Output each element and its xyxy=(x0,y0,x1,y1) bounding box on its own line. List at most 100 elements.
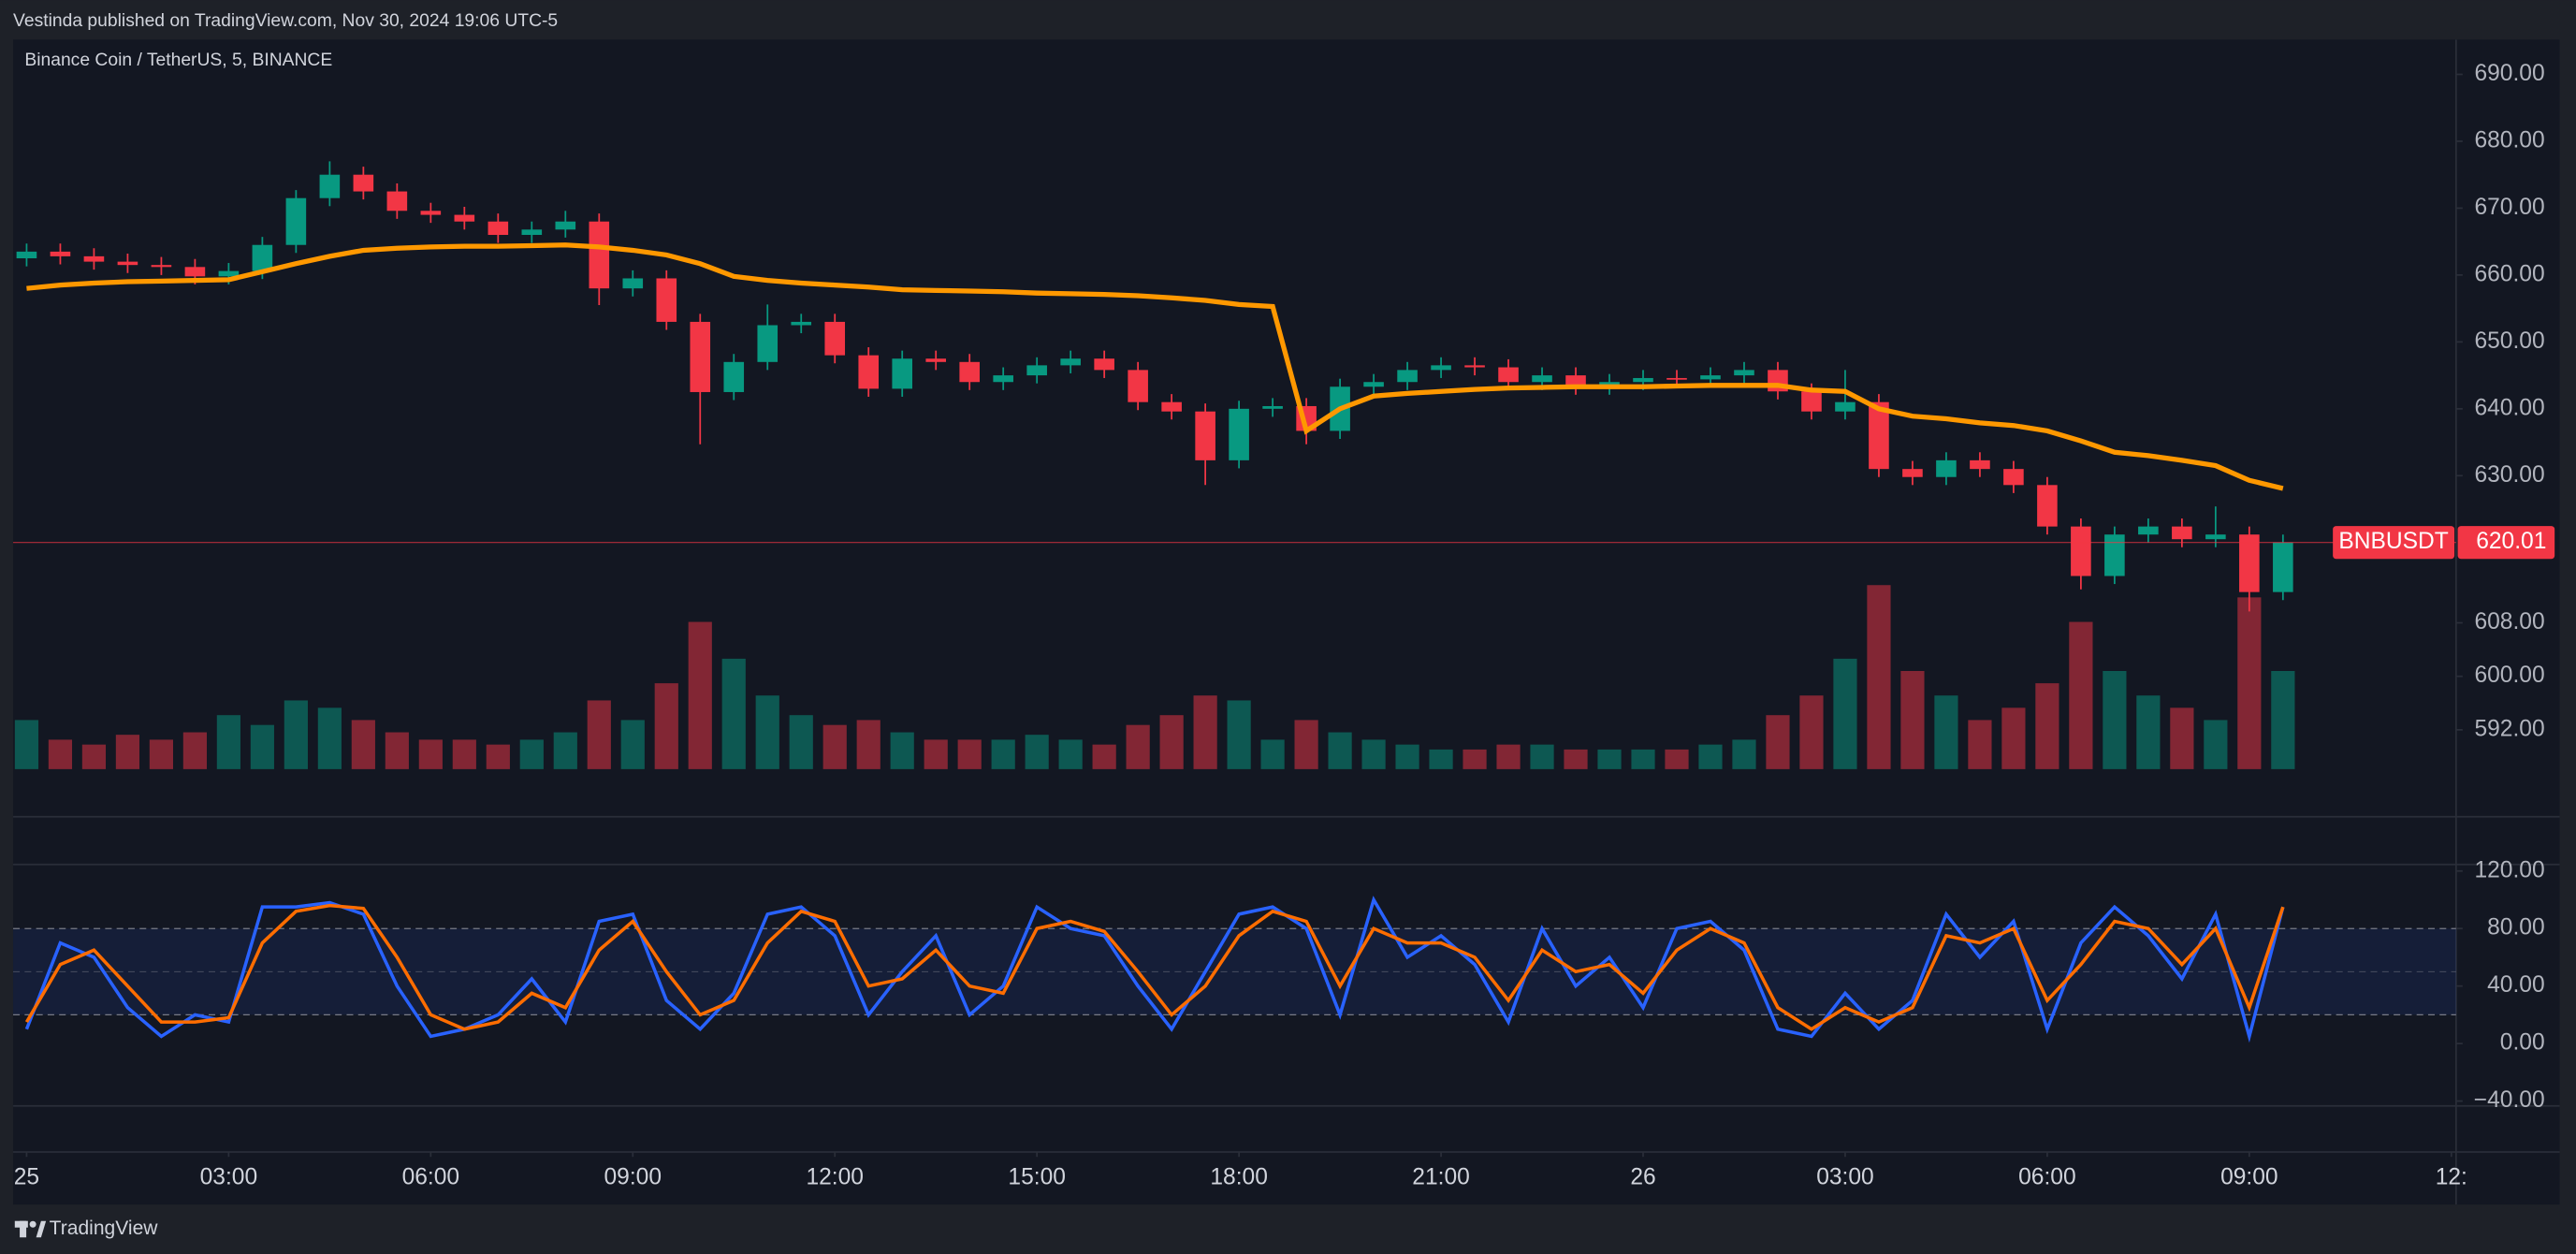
volume-bar xyxy=(620,720,645,769)
candle-body xyxy=(1835,401,1856,412)
candle-body xyxy=(2273,542,2293,592)
candle-body xyxy=(622,278,644,289)
candle-body xyxy=(420,211,442,215)
y-tick-label: 80.00 xyxy=(2487,915,2545,940)
candle-body xyxy=(1397,370,1418,383)
y-tick-label: 120.00 xyxy=(2474,857,2544,882)
volume-bar xyxy=(1968,720,1992,769)
candle-body xyxy=(1801,391,1822,412)
volume-bar xyxy=(149,739,174,769)
candle-body xyxy=(656,278,677,322)
volume-bar xyxy=(1126,724,1150,769)
volume-bar xyxy=(1328,732,1352,769)
candle-body xyxy=(1700,375,1721,380)
volume-bar xyxy=(115,735,140,769)
candle-body xyxy=(1970,459,1990,470)
symbol-tag xyxy=(2333,526,2455,560)
volume-bar xyxy=(1463,749,1487,769)
pane-separators xyxy=(13,39,2560,1205)
volume-bar xyxy=(486,744,510,769)
candle-body xyxy=(589,221,610,289)
plot-area xyxy=(13,39,2560,1205)
volume-bar xyxy=(924,739,948,769)
candle-body xyxy=(757,325,779,362)
volume-bar xyxy=(2136,695,2161,769)
volume-bar xyxy=(1227,700,1251,769)
candle-body xyxy=(151,265,172,268)
x-tick-label: 12:00 xyxy=(806,1165,864,1190)
header-text: Vestinda published on TradingView.com, N… xyxy=(13,11,558,31)
volume-bar xyxy=(991,739,1015,769)
volume-bar xyxy=(81,744,107,769)
volume-bar xyxy=(587,700,611,769)
x-tick-label: 09:00 xyxy=(2220,1165,2278,1190)
volume-bar xyxy=(2204,720,2228,769)
candle-body xyxy=(521,229,543,236)
logo-part xyxy=(20,1220,27,1238)
candle-body xyxy=(1869,401,1889,470)
x-tick-label: 15:00 xyxy=(1008,1165,1066,1190)
volume-bar xyxy=(2035,683,2059,769)
x-tick-label: 09:00 xyxy=(604,1165,662,1190)
candle-body xyxy=(2138,526,2159,535)
volume-bar xyxy=(418,739,443,769)
candle-body xyxy=(1229,408,1249,460)
brand-logo xyxy=(14,1220,47,1238)
x-tick-label: 03:00 xyxy=(1816,1165,1874,1190)
x-tick-label: 06:00 xyxy=(2018,1165,2076,1190)
x-tick-label: 03:00 xyxy=(200,1165,258,1190)
candle-body xyxy=(2071,526,2091,576)
y-tick-label: 670.00 xyxy=(2474,195,2544,220)
candle-body xyxy=(690,321,711,392)
volume-bar xyxy=(1260,739,1285,769)
y-tick-label: 640.00 xyxy=(2474,395,2544,420)
candle-body xyxy=(319,174,341,198)
candles xyxy=(14,161,2295,769)
candle-body xyxy=(2239,534,2260,592)
candle-body xyxy=(1195,411,1215,460)
volume-bar xyxy=(2001,707,2026,769)
volume-bar xyxy=(284,700,308,769)
volume-bar xyxy=(1159,715,1184,769)
volume-bar xyxy=(2103,670,2127,769)
volume-bar xyxy=(553,732,577,769)
candle-body xyxy=(1026,365,1047,376)
volume-bar xyxy=(1564,749,1588,769)
volume-bar xyxy=(2170,707,2194,769)
volume-bar xyxy=(654,683,678,769)
candle-body xyxy=(1936,459,1957,477)
candle-body xyxy=(2172,526,2192,540)
oscillator-line xyxy=(24,896,2285,1043)
candle-body xyxy=(386,191,408,211)
candle-body xyxy=(1464,365,1485,368)
volume-bar xyxy=(351,720,375,769)
candle-body xyxy=(1094,358,1114,371)
volume-bar xyxy=(1361,739,1386,769)
volume-bar xyxy=(14,720,39,769)
y-tick-label: 660.00 xyxy=(2474,261,2544,286)
y-tick-label: −40.00 xyxy=(2474,1087,2545,1113)
candle-body xyxy=(2104,534,2125,576)
volume-bar xyxy=(1665,749,1689,769)
volume-bar xyxy=(250,724,274,769)
y-tick-label: 650.00 xyxy=(2474,328,2544,354)
oscillator-line xyxy=(24,903,2285,1031)
candle-body xyxy=(252,244,273,271)
candle-body xyxy=(1666,377,1687,380)
x-tick-label: 06:00 xyxy=(402,1165,460,1190)
volume-bar xyxy=(48,739,73,769)
volume-bar xyxy=(1294,720,1318,769)
volume-bar xyxy=(1934,695,1958,769)
volume-bar xyxy=(1799,695,1824,769)
y-tick-label: 592.00 xyxy=(2474,716,2544,741)
candle-body xyxy=(285,197,307,245)
volume-bar xyxy=(1597,749,1622,769)
candle-body xyxy=(1633,377,1653,383)
candle-body xyxy=(488,221,509,236)
volume-bar xyxy=(1058,739,1083,769)
candle-body xyxy=(1498,367,1519,383)
volume-bar xyxy=(2237,597,2262,769)
volume-bar xyxy=(1867,585,1891,769)
volume-bar xyxy=(2271,670,2295,769)
